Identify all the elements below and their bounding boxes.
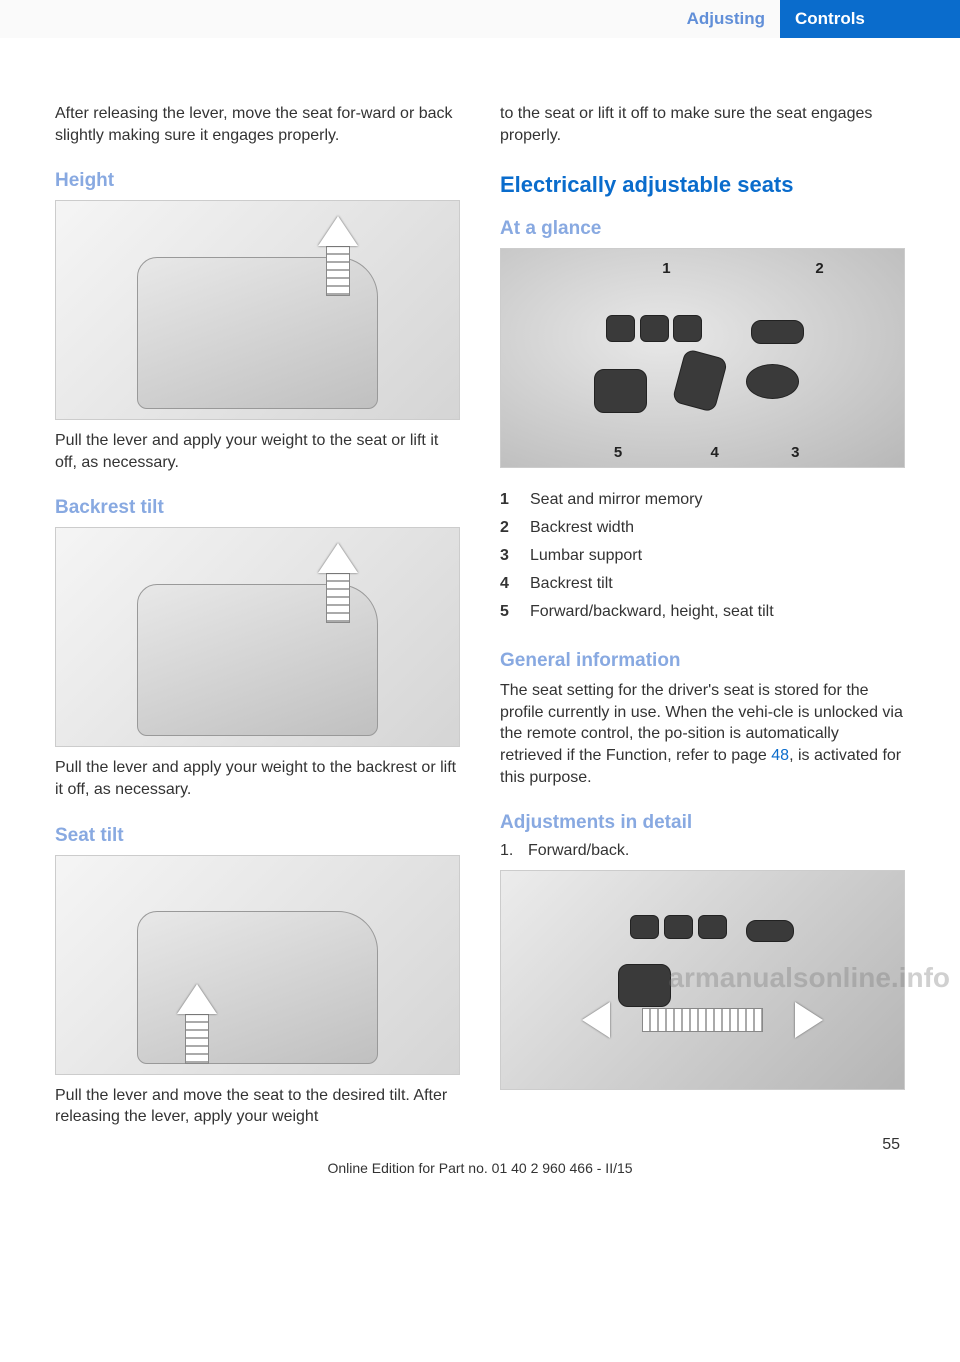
right-column: to the seat or lift it off to make sure … — [500, 103, 905, 1128]
heading-at-a-glance: At a glance — [500, 218, 905, 240]
ordered-item: 1. Forward/back. — [500, 842, 905, 860]
heading-seat-tilt: Seat tilt — [55, 825, 460, 847]
control-panel-illustration — [582, 315, 824, 424]
ordered-num: 1. — [500, 842, 528, 860]
content: After releasing the lever, move the seat… — [0, 38, 960, 1148]
legend-item: 2Backrest width — [500, 514, 905, 542]
heading-electrically-adjustable: Electrically adjustable seats — [500, 172, 905, 198]
header-chapter: Controls — [780, 0, 960, 38]
figure-seat-controls: 1 2 3 4 5 — [500, 248, 905, 468]
heading-backrest-tilt: Backrest tilt — [55, 497, 460, 519]
ordered-text: Forward/back. — [528, 842, 629, 860]
up-arrow-icon — [318, 543, 358, 623]
control-label-2: 2 — [815, 260, 823, 277]
general-info-text: The seat setting for the driver's seat i… — [500, 680, 905, 788]
height-caption: Pull the lever and apply your weight to … — [55, 430, 460, 473]
figure-backrest — [55, 527, 460, 747]
up-arrow-icon — [177, 984, 217, 1064]
legend-text: Seat and mirror memory — [530, 491, 703, 509]
header-section: Adjusting — [0, 0, 780, 38]
figure-forward-back — [500, 870, 905, 1090]
legend-item: 4Backrest tilt — [500, 570, 905, 598]
page-link[interactable]: 48 — [771, 747, 789, 764]
legend-num: 2 — [500, 519, 530, 537]
legend-text: Forward/backward, height, seat tilt — [530, 603, 774, 621]
seat-illustration — [137, 911, 379, 1064]
control-label-1: 1 — [662, 260, 670, 277]
up-arrow-icon — [318, 216, 358, 296]
page-number: 55 — [882, 1136, 900, 1154]
control-label-3: 3 — [791, 444, 799, 461]
control-label-5: 5 — [614, 444, 622, 461]
legend-item: 3Lumbar support — [500, 542, 905, 570]
continuation-paragraph: to the seat or lift it off to make sure … — [500, 103, 905, 146]
left-arrow-icon — [582, 1002, 610, 1038]
heading-height: Height — [55, 170, 460, 192]
legend-num: 4 — [500, 575, 530, 593]
left-column: After releasing the lever, move the seat… — [55, 103, 460, 1128]
legend-list: 1Seat and mirror memory 2Backrest width … — [500, 486, 905, 626]
header-bar: Adjusting Controls — [0, 0, 960, 38]
legend-item: 1Seat and mirror memory — [500, 486, 905, 514]
arrow-track — [642, 1008, 763, 1032]
legend-text: Backrest tilt — [530, 575, 613, 593]
right-arrow-icon — [795, 1002, 823, 1038]
footer-text: Online Edition for Part no. 01 40 2 960 … — [0, 1148, 960, 1194]
heading-adjustments-detail: Adjustments in detail — [500, 812, 905, 834]
control-label-4: 4 — [711, 444, 719, 461]
legend-num: 5 — [500, 603, 530, 621]
legend-num: 1 — [500, 491, 530, 509]
figure-seat-tilt — [55, 855, 460, 1075]
backrest-caption: Pull the lever and apply your weight to … — [55, 757, 460, 800]
legend-item: 5Forward/backward, height, seat tilt — [500, 598, 905, 626]
heading-general-info: General information — [500, 650, 905, 672]
legend-text: Lumbar support — [530, 547, 642, 565]
intro-paragraph: After releasing the lever, move the seat… — [55, 103, 460, 146]
figure-height — [55, 200, 460, 420]
seat-tilt-caption: Pull the lever and move the seat to the … — [55, 1085, 460, 1128]
legend-num: 3 — [500, 547, 530, 565]
legend-text: Backrest width — [530, 519, 634, 537]
